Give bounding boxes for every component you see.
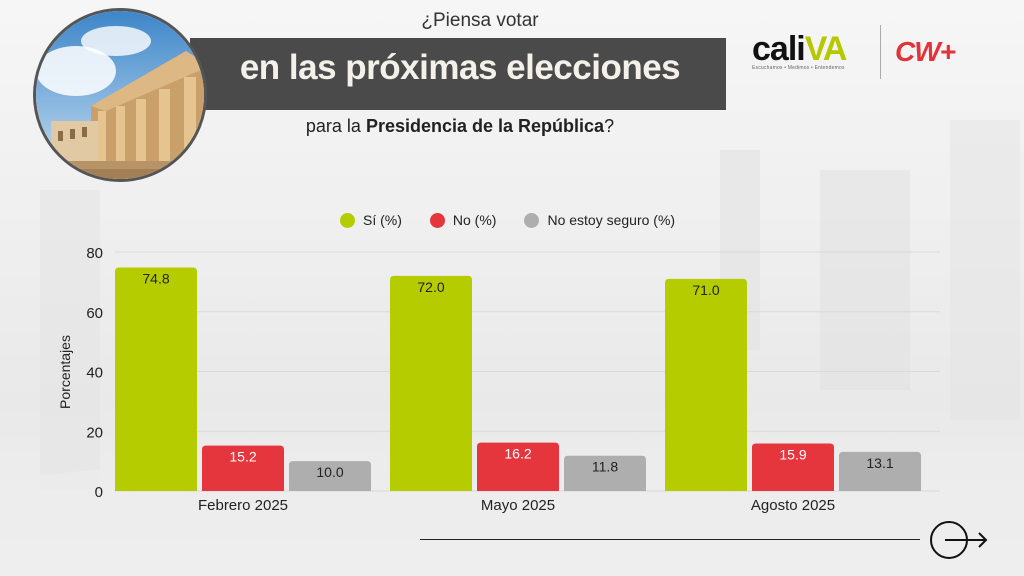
caliva-tagline: Escuchamos • Medimos • Entendemos [752, 65, 845, 71]
title-sub: para la Presidencia de la República? [260, 116, 660, 137]
y-tick-label: 40 [86, 365, 103, 382]
legend-item-unsure: No estoy seguro (%) [524, 212, 675, 228]
bar-value-label: 13.1 [866, 455, 893, 471]
x-tick-label: Febrero 2025 [198, 497, 288, 514]
x-tick-label: Mayo 2025 [481, 497, 555, 514]
legend-dot-no [429, 212, 445, 228]
capitol-building-photo [33, 8, 207, 182]
next-button[interactable] [929, 520, 989, 560]
chart-legend: Sí (%) No (%) No estoy seguro (%) [340, 212, 675, 228]
bar [752, 443, 834, 491]
logo-divider [880, 25, 881, 79]
legend-label-unsure: No estoy seguro (%) [547, 212, 676, 228]
bar [115, 267, 197, 491]
bar-value-label: 74.8 [142, 271, 169, 287]
legend-item-no: No (%) [429, 212, 497, 228]
footer-divider [420, 539, 920, 540]
title-main: en las próximas elecciones [239, 48, 681, 87]
legend-label-no: No (%) [452, 212, 497, 228]
bar-value-label: 15.2 [229, 449, 256, 465]
y-tick-label: 60 [86, 305, 103, 322]
arrow-right-circle-icon [930, 521, 988, 559]
caliva-logo: caliVA Escuchamos • Medimos • Entendemos [752, 30, 848, 71]
title-sub-suffix: ? [604, 116, 615, 136]
y-tick-label: 20 [86, 424, 103, 441]
bar [839, 451, 921, 491]
title-top: ¿Piensa votar [421, 10, 539, 31]
bar-value-label: 15.9 [779, 446, 806, 462]
bar-value-label: 72.0 [417, 279, 444, 295]
bar [477, 442, 559, 491]
y-axis-label: Porcentajes [57, 335, 73, 409]
bar-value-label: 71.0 [692, 282, 719, 298]
title-sub-bold: Presidencia de la República [365, 116, 605, 136]
caliva-logo-text-green: VA [804, 30, 848, 68]
bar [564, 455, 646, 491]
bar [202, 445, 284, 491]
legend-dot-si [340, 212, 355, 228]
bar-value-label: 16.2 [504, 446, 531, 462]
cw-plus-logo: CW+ [895, 36, 956, 67]
x-tick-label: Agosto 2025 [751, 497, 835, 514]
title-sub-prefix: para la [305, 116, 366, 136]
bar [390, 275, 472, 491]
caliva-logo-text-dark: cali [752, 30, 806, 68]
bar [289, 461, 371, 491]
legend-dot-unsure [524, 212, 540, 228]
bar [665, 278, 747, 491]
bar-value-label: 10.0 [316, 464, 343, 480]
y-tick-label: 80 [86, 245, 103, 262]
legend-label-si: Sí (%) [363, 212, 402, 228]
legend-item-si: Sí (%) [340, 212, 402, 228]
title-banner [190, 38, 726, 110]
bar-value-label: 11.8 [592, 459, 618, 475]
y-tick-label: 0 [95, 484, 103, 501]
